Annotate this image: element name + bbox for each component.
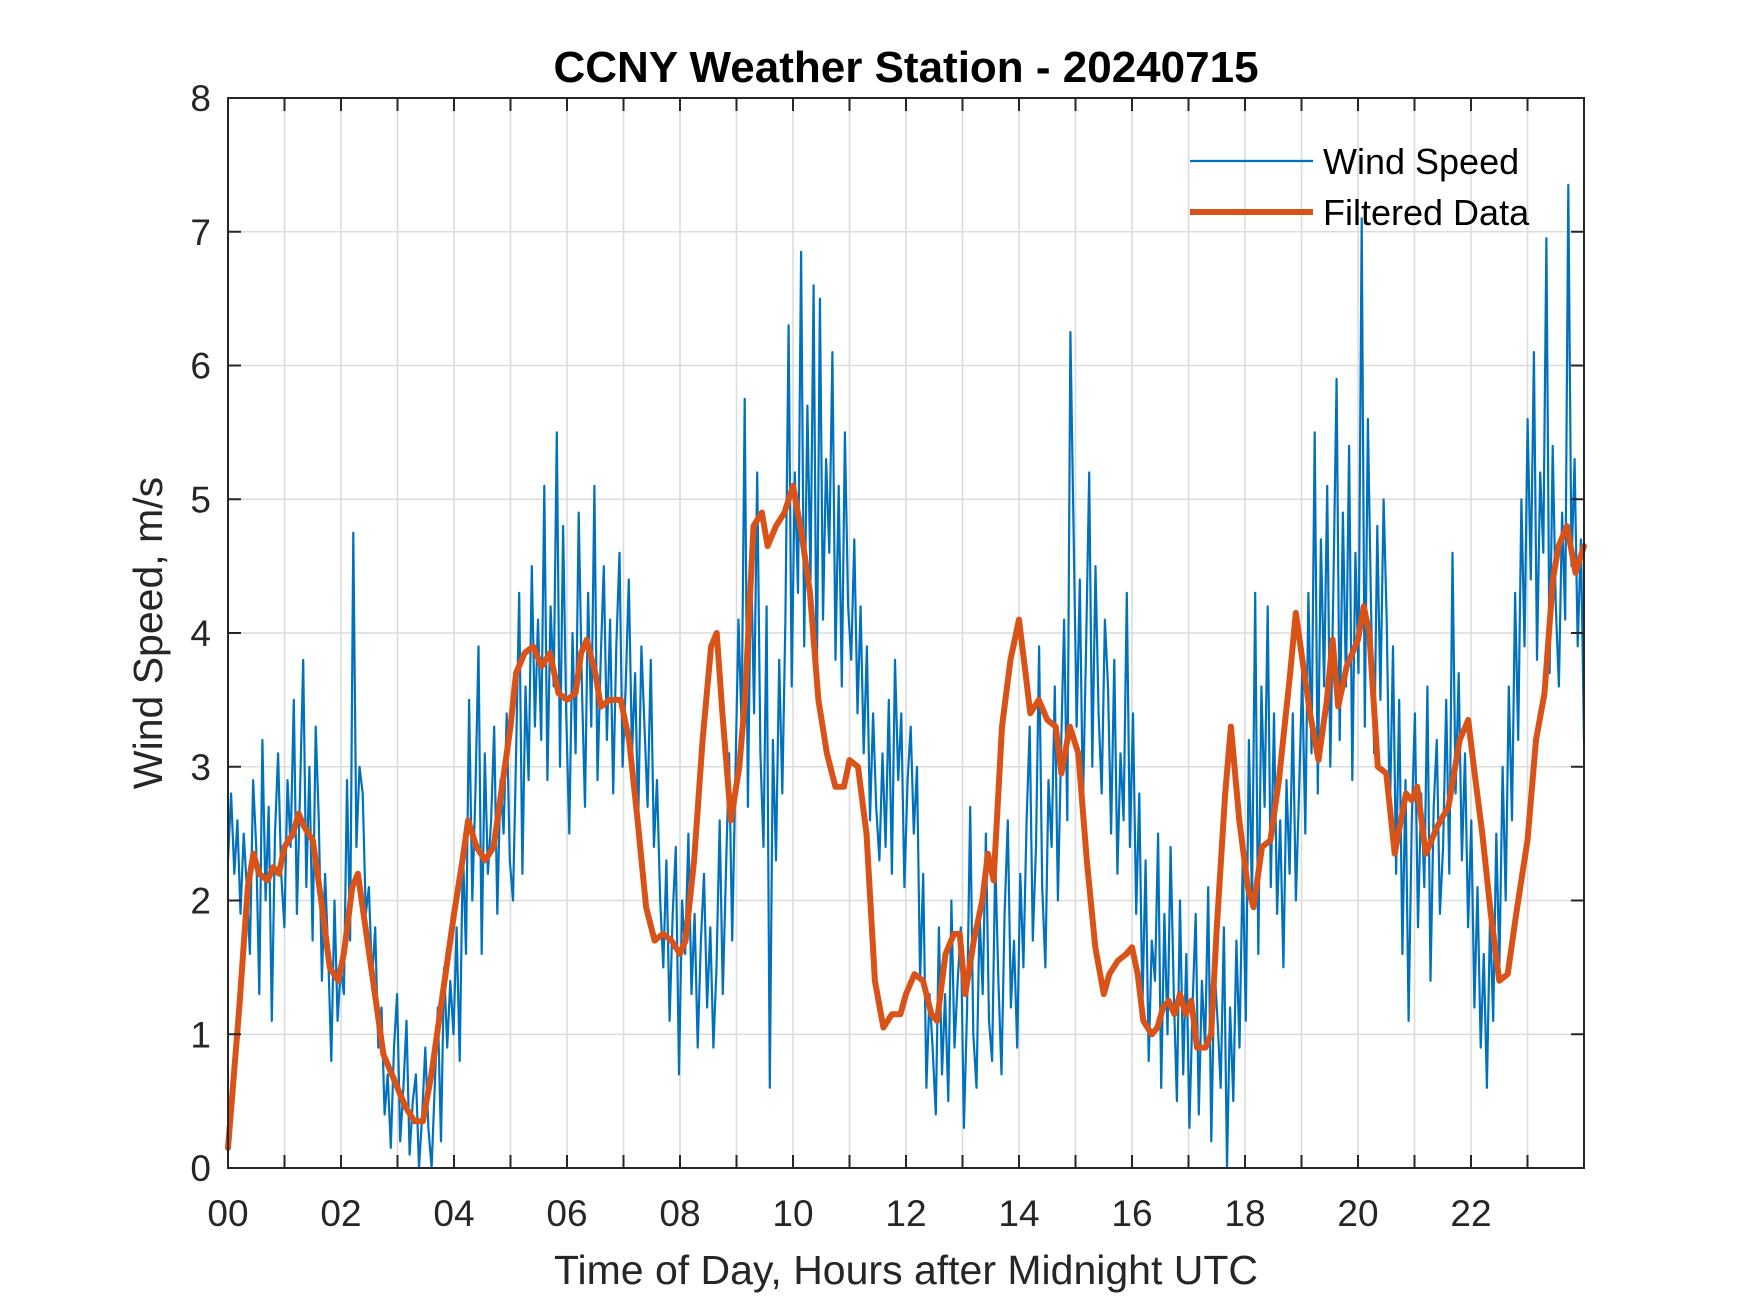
y-tick-label: 6 (190, 346, 211, 387)
x-tick-label: 04 (433, 1193, 474, 1234)
series-layer (225, 183, 1587, 1170)
y-tick-label: 2 (190, 881, 211, 922)
x-tick-label: 02 (320, 1193, 361, 1234)
y-tick-labels: 0 1 2 3 4 5 6 7 8 (190, 78, 211, 1189)
x-tick-label: 00 (207, 1193, 248, 1234)
y-tick-label: 0 (190, 1148, 211, 1189)
legend-label-filtered-data: Filtered Data (1323, 192, 1530, 233)
wind-speed-line (226, 183, 1586, 1170)
legend: Wind Speed Filtered Data (1190, 141, 1530, 233)
x-tick-label: 12 (885, 1193, 926, 1234)
x-tick-label: 10 (772, 1193, 813, 1234)
x-tick-label: 14 (998, 1193, 1039, 1234)
y-tick-label: 4 (190, 613, 211, 654)
x-tick-label: 18 (1224, 1193, 1265, 1234)
x-tick-label: 06 (546, 1193, 587, 1234)
y-tick-label: 5 (190, 479, 211, 520)
y-tick-label: 7 (190, 212, 211, 253)
y-tick-label: 3 (190, 747, 211, 788)
x-tick-labels: 00 02 04 06 08 10 12 14 16 18 20 22 (207, 1193, 1491, 1234)
y-tick-label: 8 (190, 78, 211, 119)
x-tick-label: 16 (1111, 1193, 1152, 1234)
x-tick-label: 08 (659, 1193, 700, 1234)
x-axis-label: Time of Day, Hours after Midnight UTC (554, 1247, 1258, 1293)
legend-label-wind-speed: Wind Speed (1323, 141, 1519, 182)
x-tick-label: 20 (1337, 1193, 1378, 1234)
filtered-data-line (225, 482, 1587, 1151)
chart-title: CCNY Weather Station - 20240715 (553, 43, 1258, 92)
y-axis-label: Wind Speed, m/s (125, 477, 171, 789)
axis-ticks (227, 97, 1584, 1169)
y-tick-label: 1 (190, 1014, 211, 1055)
x-tick-label: 22 (1450, 1193, 1491, 1234)
